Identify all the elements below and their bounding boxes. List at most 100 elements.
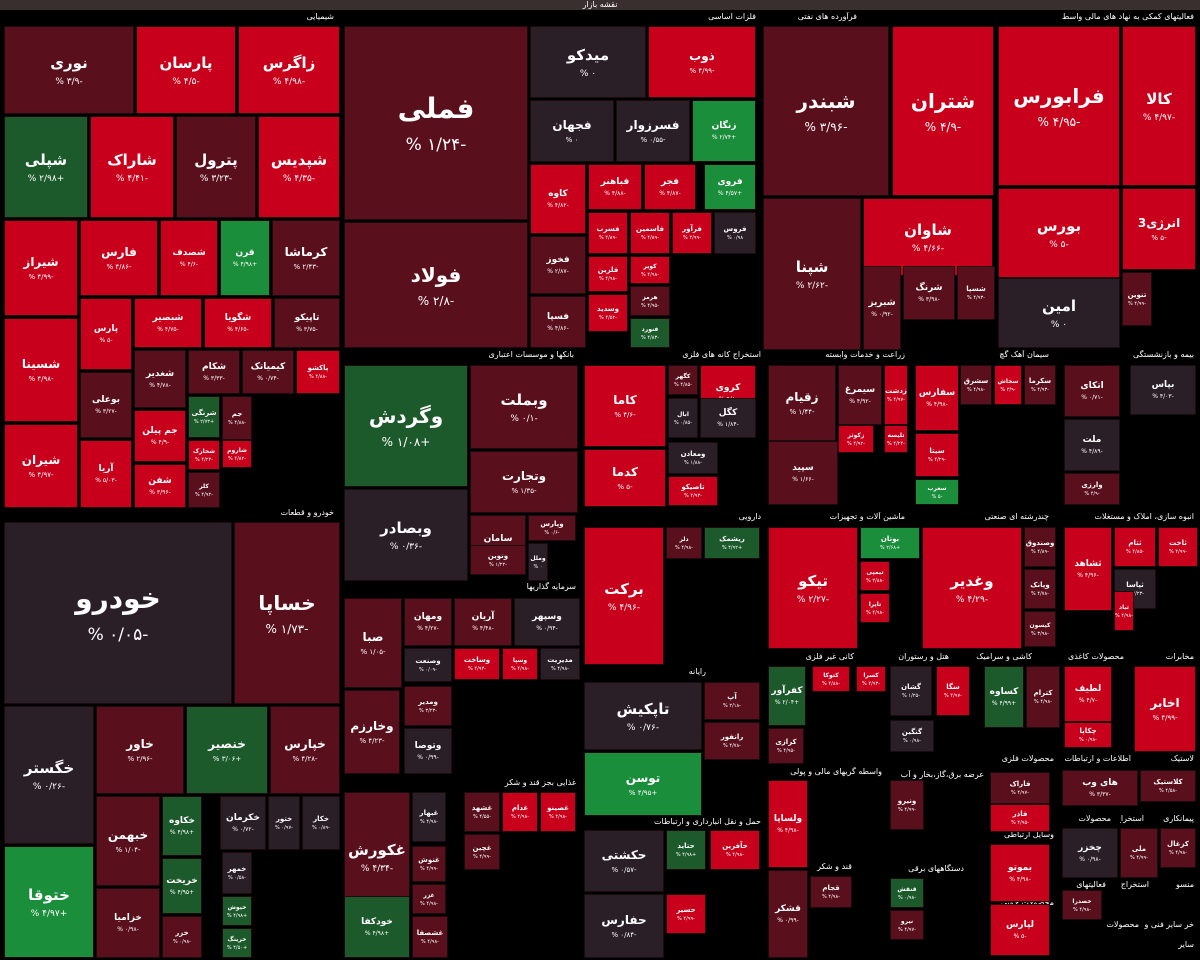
stock-tile[interactable]: تاپیکو -۳/۷۵ % bbox=[274, 298, 340, 348]
stock-tile[interactable]: فاذر -۴/۹۵ % bbox=[990, 804, 1050, 832]
stock-tile[interactable]: زکوثر -۴/۹۲ % bbox=[838, 425, 874, 453]
stock-tile[interactable]: تلیسه -۴/۲۴ % bbox=[884, 425, 908, 453]
stock-tile[interactable]: جم -۴/۸۸ % bbox=[222, 396, 252, 440]
stock-tile[interactable]: کگهر -۴/۸۵ % bbox=[668, 365, 698, 395]
stock-tile[interactable]: شرنگی +۲/۷۳ % bbox=[188, 396, 220, 438]
stock-tile[interactable]: زاگرس -۴/۹۸ % bbox=[238, 26, 340, 114]
stock-tile[interactable]: کویر -۴/۹۸ % bbox=[630, 256, 670, 284]
stock-tile[interactable]: آریا -۵/۰۳ % bbox=[80, 440, 132, 508]
stock-tile[interactable]: خزر -۰/۹۸ % bbox=[162, 916, 202, 958]
stock-tile[interactable]: سیمرغ -۴/۹۲ % bbox=[838, 365, 882, 425]
stock-tile[interactable]: شپلی +۲/۹۸ % bbox=[4, 116, 88, 218]
stock-tile[interactable]: پارس -۵ % bbox=[80, 298, 132, 370]
stock-tile[interactable]: اخابر -۴/۹۹ % bbox=[1134, 666, 1196, 752]
stock-tile[interactable]: شبصیر -۴/۷۵ % bbox=[134, 298, 202, 348]
stock-tile[interactable]: آریان -۴/۴۸ % bbox=[454, 598, 512, 646]
stock-tile[interactable]: ثاخت -۴/۹۹ % bbox=[1158, 527, 1198, 567]
stock-tile[interactable]: اتکای -۰/۷۱ % bbox=[1064, 365, 1120, 417]
stock-tile[interactable]: ابال -۰/۸۵ % bbox=[668, 398, 698, 438]
stock-tile[interactable]: خپارس -۴/۲۸ % bbox=[270, 706, 340, 794]
stock-tile[interactable]: نوری -۳/۹ % bbox=[4, 26, 134, 114]
stock-tile[interactable]: سپید -۱/۶۶ % bbox=[768, 441, 838, 505]
stock-tile[interactable]: حکشتی -۰/۵۷ % bbox=[584, 830, 664, 892]
stock-tile[interactable]: کدما -۵ % bbox=[584, 449, 666, 507]
stock-tile[interactable]: صبا -۱/۰۵ % bbox=[344, 598, 402, 688]
stock-tile[interactable]: بوعلی -۳/۲۷ % bbox=[80, 372, 132, 438]
stock-tile[interactable]: خصدرا -۴/۹۸ % bbox=[1062, 890, 1102, 920]
stock-tile[interactable]: خزامیا -۰/۹۸ % bbox=[96, 888, 160, 958]
stock-tile[interactable]: غشهد -۴/۵۵ % bbox=[464, 792, 500, 832]
stock-tile[interactable]: توسن +۴/۹۵ % bbox=[584, 752, 702, 816]
stock-tile[interactable]: زدشت -۴/۹۷ % bbox=[884, 365, 908, 425]
stock-tile[interactable]: وصندوق -۴/۸۹ % bbox=[1024, 527, 1056, 567]
stock-tile[interactable]: فخوز -۲/۸۷ % bbox=[530, 236, 586, 294]
stock-tile[interactable]: فاسمین -۴/۸۹ % bbox=[630, 212, 670, 254]
stock-tile[interactable]: خکاوه +۴/۹۸ % bbox=[162, 796, 202, 856]
stock-tile[interactable]: کیمیاتک -۰/۷۴ % bbox=[242, 350, 294, 394]
stock-tile[interactable]: فباهنر -۴/۸۸ % bbox=[588, 164, 642, 210]
stock-tile[interactable]: شسینا -۴/۹۸ % bbox=[4, 318, 78, 422]
stock-tile[interactable]: سفارس -۴/۹۸ % bbox=[915, 365, 959, 431]
stock-tile[interactable]: سخاش -۳/۹ % bbox=[994, 365, 1022, 405]
stock-tile[interactable]: وخارزم -۴/۲۳ % bbox=[344, 690, 400, 774]
stock-tile[interactable]: کسرا -۴/۹۳ % bbox=[856, 666, 886, 692]
stock-tile[interactable]: تیمپی -۳/۸۸ % bbox=[860, 561, 890, 591]
stock-tile[interactable]: کاوه -۴/۸۲ % bbox=[530, 164, 586, 234]
stock-tile[interactable]: کزغال -۴/۹۸ % bbox=[1160, 828, 1196, 868]
stock-tile[interactable]: گشان -۱/۲۵ % bbox=[890, 666, 932, 716]
stock-tile[interactable]: کالا -۴/۹۷ % bbox=[1122, 26, 1196, 186]
stock-tile[interactable]: بوتان +۲/۶۸ % bbox=[860, 527, 920, 559]
stock-tile[interactable]: فاراک -۴/۹۷ % bbox=[990, 772, 1050, 804]
stock-tile[interactable]: حتاید +۴/۹۸ % bbox=[666, 830, 706, 870]
stock-tile[interactable]: غدام -۴/۹۸ % bbox=[502, 792, 538, 832]
stock-tile[interactable]: سکرما -۴/۹۳ % bbox=[1024, 365, 1056, 405]
stock-tile[interactable]: تاصیکو -۴/۹۳ % bbox=[668, 476, 718, 506]
stock-tile[interactable]: خبهمن -۱/۰۴ % bbox=[96, 796, 160, 886]
stock-tile[interactable]: امین ۰ % bbox=[998, 278, 1120, 348]
stock-tile[interactable]: وپارس -۰/۶ % bbox=[528, 515, 576, 541]
stock-tile[interactable]: تیکو -۲/۲۷ % bbox=[768, 527, 858, 649]
stock-tile[interactable]: فارس -۴/۸۶ % bbox=[80, 220, 158, 296]
stock-tile[interactable]: دلر -۴/۹۸ % bbox=[666, 527, 702, 559]
stock-tile[interactable]: فولاد -۲/۸ % bbox=[344, 222, 528, 348]
stock-tile[interactable]: فسرب -۴/۸۹ % bbox=[588, 212, 628, 254]
stock-tile[interactable]: میدکو ۰ % bbox=[530, 26, 646, 98]
stock-tile[interactable]: بموتو -۴/۹۸ % bbox=[990, 844, 1050, 902]
stock-tile[interactable]: پترول -۳/۲۳ % bbox=[176, 116, 256, 218]
stock-tile[interactable]: فملی -۱/۲۴ % bbox=[344, 26, 528, 220]
stock-tile[interactable]: فرابورس -۴/۹۵ % bbox=[998, 26, 1120, 186]
stock-tile[interactable]: غچین -۴/۹۹ % bbox=[464, 834, 500, 870]
stock-tile[interactable]: وصنعت -۰/۰۹ % bbox=[404, 648, 452, 682]
stock-tile[interactable]: فلزین -۴/۹۸ % bbox=[588, 256, 628, 292]
stock-tile[interactable]: خگستر -۰/۲۶ % bbox=[4, 706, 94, 844]
stock-tile[interactable]: فروس ۰/۹۸ % bbox=[714, 212, 756, 254]
stock-tile[interactable]: شپدیس -۴/۳۵ % bbox=[258, 116, 340, 218]
stock-tile[interactable]: ریشمک +۴/۹۲ % bbox=[704, 527, 760, 559]
stock-tile[interactable]: کلاستیک -۴/۵۸ % bbox=[1140, 770, 1196, 802]
stock-tile[interactable]: غزر -۴/۹۸ % bbox=[412, 884, 446, 914]
stock-tile[interactable]: آپ -۲/۱۸ % bbox=[704, 682, 760, 720]
stock-tile[interactable]: فسرزوار -۰/۵۵ % bbox=[616, 100, 690, 162]
stock-tile[interactable]: وتوصا -۰/۹۹ % bbox=[404, 728, 452, 774]
stock-tile[interactable]: ملی -۴/۹۹ % bbox=[1120, 828, 1158, 878]
stock-tile[interactable]: کاما -۴/۶ % bbox=[584, 365, 666, 447]
stock-tile[interactable]: غصینو -۴/۹۸ % bbox=[540, 792, 576, 832]
stock-tile[interactable]: وسدید -۴/۵۲ % bbox=[588, 294, 628, 332]
stock-tile[interactable]: چکاپا -۰/۹۸ % bbox=[1064, 722, 1112, 748]
stock-tile[interactable]: پاکشو -۴/۸۸ % bbox=[296, 350, 340, 394]
stock-tile[interactable]: ثباد -۴/۹۸ % bbox=[1114, 591, 1134, 631]
stock-tile[interactable]: شخارک -۴/۲۳ % bbox=[188, 440, 220, 470]
stock-tile[interactable]: شغدیر -۴/۷۸ % bbox=[134, 350, 186, 408]
stock-tile[interactable]: وارزی -۴/۹ % bbox=[1064, 473, 1120, 505]
stock-tile[interactable]: تاپکیش -۰/۷۶ % bbox=[584, 682, 702, 750]
stock-tile[interactable]: ومهان -۴/۲۷ % bbox=[404, 598, 452, 646]
stock-tile[interactable]: خودکفا +۴/۹۸ % bbox=[344, 896, 410, 958]
stock-tile[interactable]: خنصیر +۳/۰۶ % bbox=[186, 706, 268, 794]
stock-tile[interactable]: وگردش +۱/۰۸ % bbox=[344, 365, 468, 487]
stock-tile[interactable]: شاوان -۴/۶۶ % bbox=[863, 198, 993, 276]
stock-tile[interactable]: خریخت +۴/۹۵ % bbox=[162, 858, 202, 914]
stock-tile[interactable]: وسپا -۴/۹۸ % bbox=[502, 648, 538, 680]
stock-tile[interactable]: ونیرو -۴/۹۹ % bbox=[890, 780, 924, 830]
stock-tile[interactable]: خساپا -۱/۷۳ % bbox=[234, 522, 340, 704]
stock-tile[interactable]: خرینگ +۴/۵۰ % bbox=[222, 928, 252, 958]
